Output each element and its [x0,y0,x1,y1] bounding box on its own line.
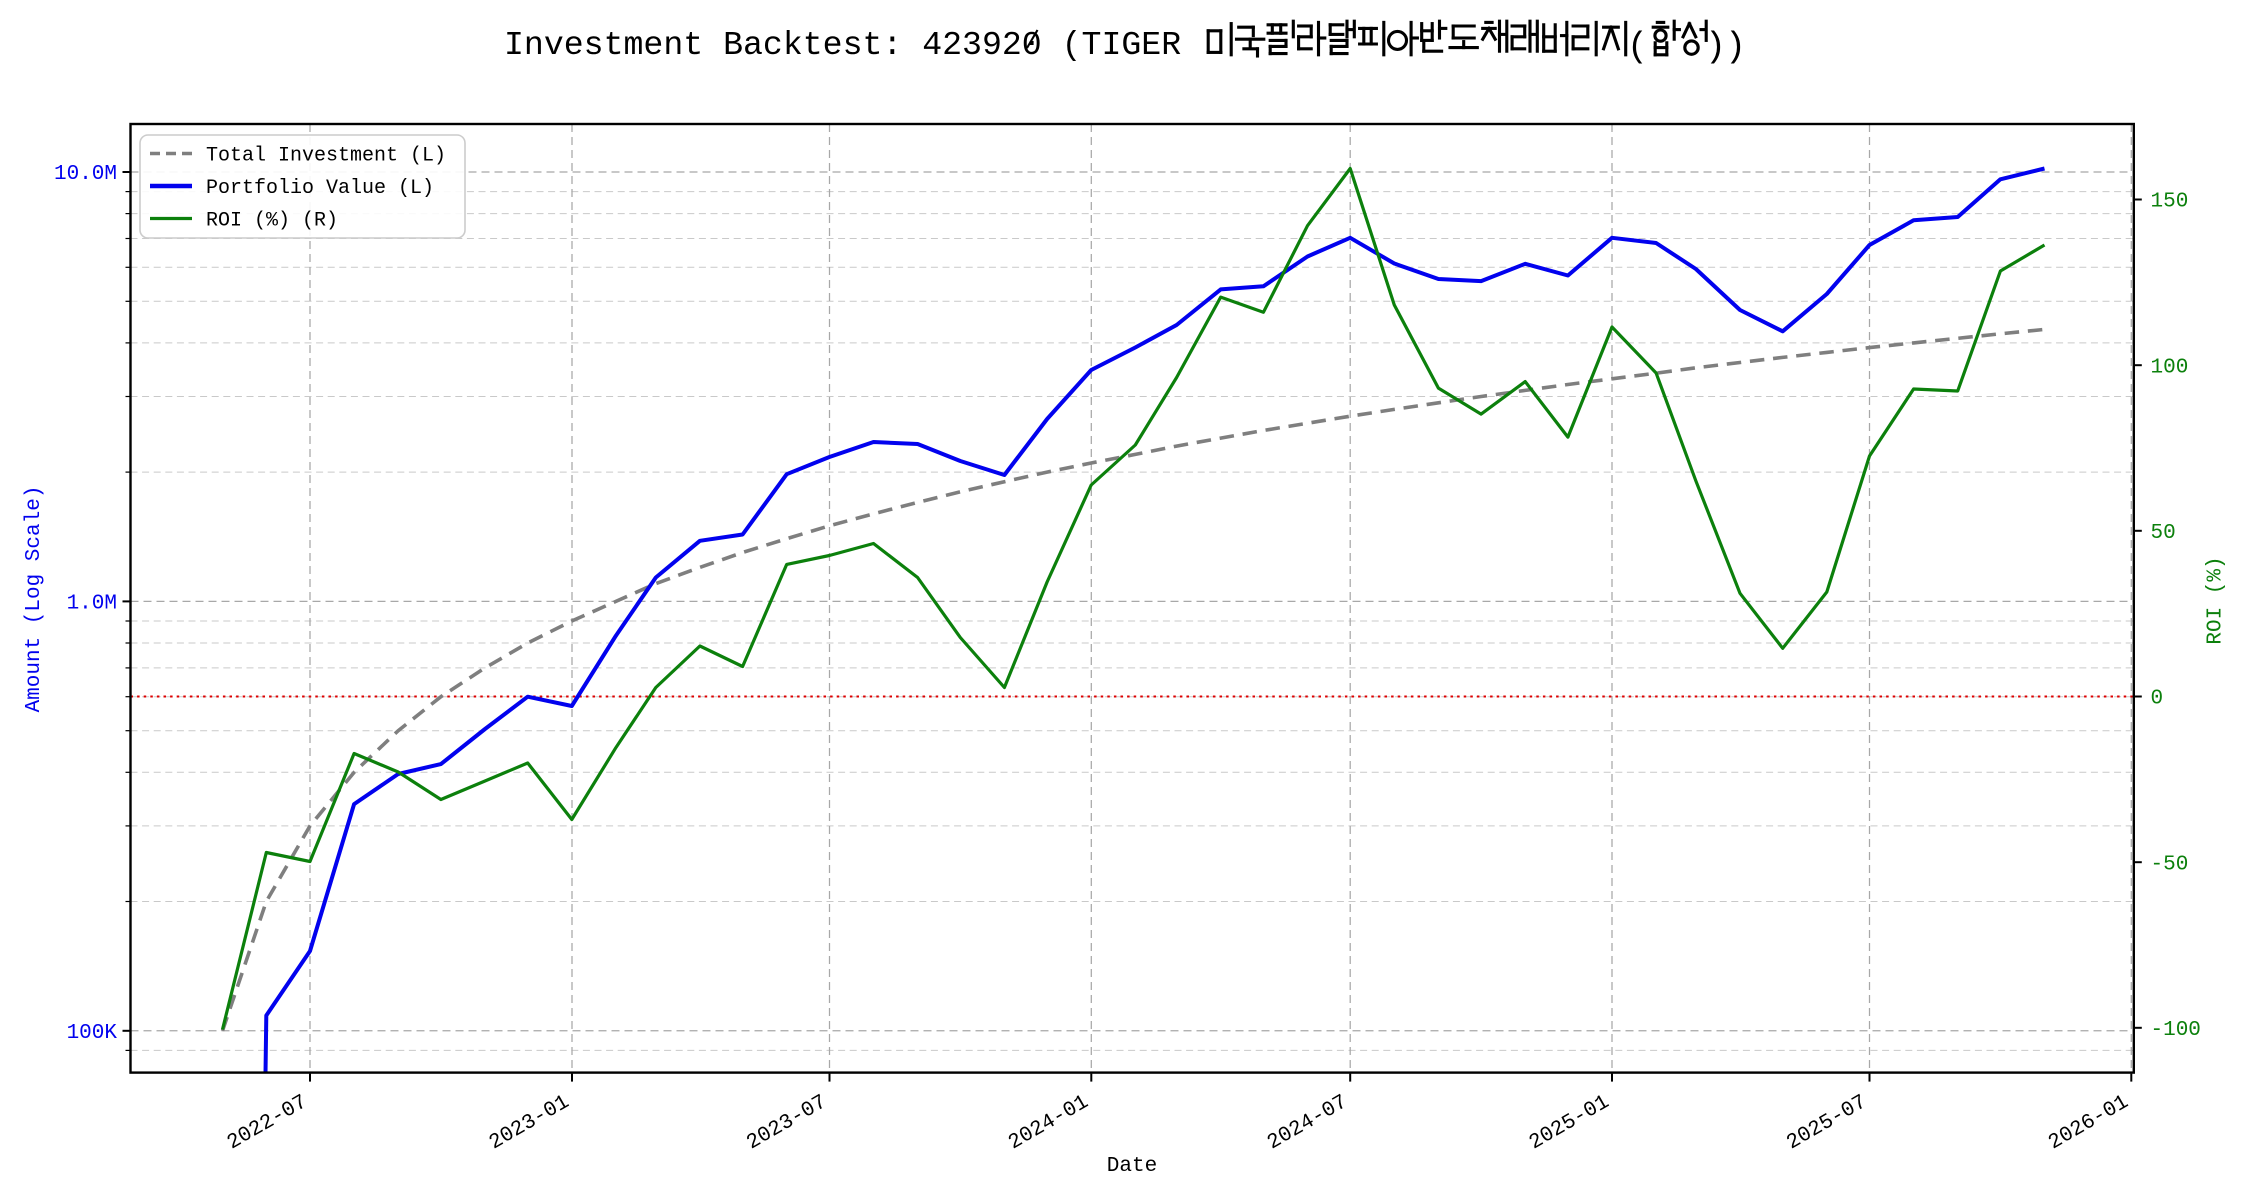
svg-text:Amount (Log Scale): Amount (Log Scale) [23,486,46,713]
svg-text:-50: -50 [2151,853,2189,876]
svg-text:1.0M: 1.0M [67,593,117,616]
svg-text:50: 50 [2151,522,2176,545]
svg-text:100: 100 [2151,356,2189,379]
svg-text:150: 150 [2151,191,2189,214]
svg-text:ROI (%): ROI (%) [2204,556,2227,644]
svg-text:Total Investment (L): Total Investment (L) [206,145,446,168]
svg-text:ROI (%) (R): ROI (%) (R) [206,210,338,233]
svg-text:)): )) [1705,27,1745,67]
svg-text:-100: -100 [2151,1019,2201,1042]
svg-text:10.0M: 10.0M [54,163,117,186]
svg-text:Date: Date [1107,1155,1157,1178]
svg-text:(: ( [1627,27,1648,67]
svg-text:Investment Backtest: 423920 (T: Investment Backtest: 423920 (TIGER [504,26,1181,64]
svg-text:100K: 100K [67,1022,118,1045]
svg-text:0: 0 [2151,688,2164,711]
svg-text:Portfolio Value (L): Portfolio Value (L) [206,177,434,200]
